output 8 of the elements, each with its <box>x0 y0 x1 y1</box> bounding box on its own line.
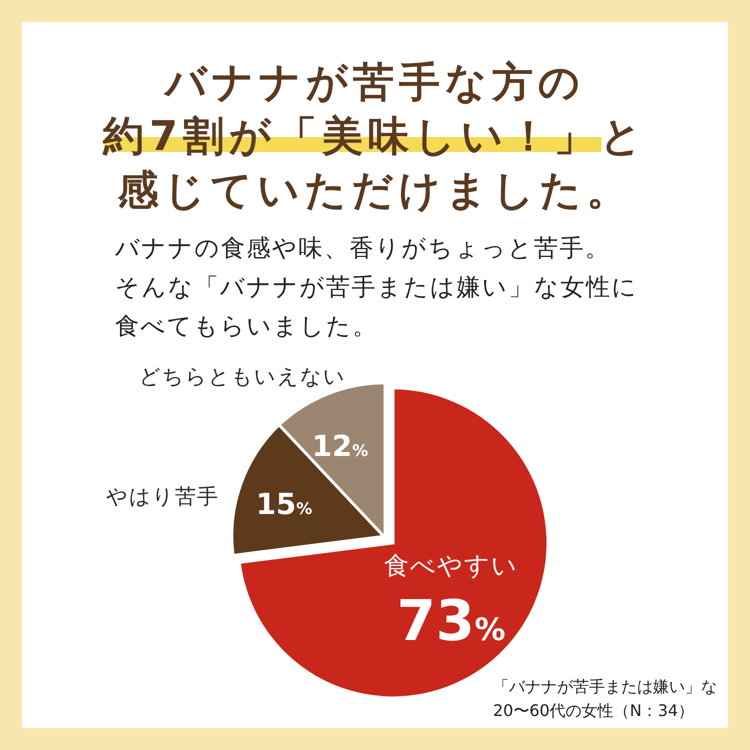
slice-label: どちらともいえない <box>139 364 346 389</box>
slice-label: 食べやすい <box>384 551 518 580</box>
data-label: 15% <box>256 486 312 521</box>
text: 「バナナが苦手または嫌い」な20〜60代の女性（N：34） <box>493 677 717 720</box>
slice-label: やはり苦手 <box>106 484 219 509</box>
data-label: 73% <box>396 589 506 654</box>
chart-subtitle: バナナの食感や味、香りがちょっと苦手。そんな「バナナが苦手または嫌い」な女性に食べてもらいました。 <box>114 234 638 340</box>
data-label: 12% <box>312 429 368 464</box>
